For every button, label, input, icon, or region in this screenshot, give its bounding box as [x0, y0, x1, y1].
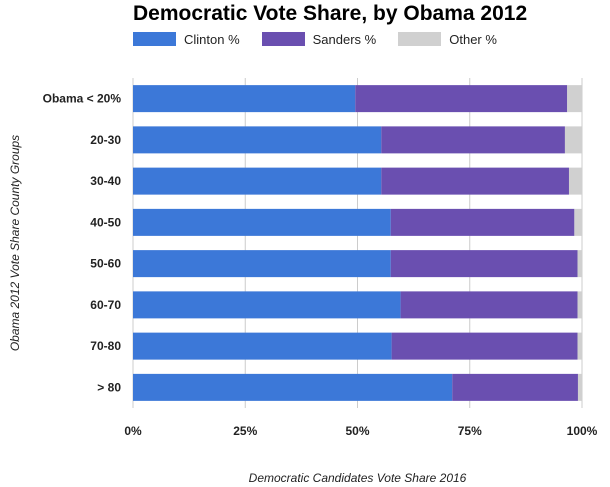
bar-segment: [577, 373, 582, 401]
x-tick-label: 0%: [124, 424, 142, 438]
chart-title: Democratic Vote Share, by Obama 2012: [133, 2, 528, 25]
bar-segment: [133, 85, 356, 113]
y-tick-label: > 80: [97, 380, 121, 394]
legend-swatch-other: [398, 32, 442, 46]
bar-segment: [133, 167, 382, 195]
bar-segment: [577, 332, 582, 360]
legend-label-clinton: Clinton %: [184, 31, 240, 47]
legend-item-sanders[interactable]: Sanders %: [261, 31, 377, 47]
x-tick-label: 50%: [345, 424, 369, 438]
bar-segment: [567, 85, 582, 113]
y-tick-label: 50-60: [90, 257, 121, 271]
bar-segment: [381, 126, 565, 154]
bar-segment: [390, 250, 578, 278]
legend-swatch-sanders: [261, 32, 305, 46]
bar-segment: [577, 250, 582, 278]
legend-label-other: Other %: [449, 31, 497, 47]
bar-segment: [390, 208, 575, 236]
y-tick-label: 60-70: [90, 298, 121, 312]
bar-segment: [355, 85, 568, 113]
bar-segment: [577, 291, 582, 319]
legend-swatch-clinton: [133, 32, 176, 46]
legend: Clinton % Sanders % Other %: [133, 31, 519, 47]
y-tick-label: 20-30: [90, 133, 121, 147]
bar-segment: [452, 373, 578, 401]
x-tick-label: 75%: [458, 424, 482, 438]
bar-segment: [133, 250, 391, 278]
legend-item-other[interactable]: Other %: [398, 32, 497, 47]
x-tick-label: 100%: [567, 424, 598, 438]
legend-label-sanders: Sanders %: [312, 31, 377, 47]
bar-segment: [568, 167, 582, 195]
bar-segment: [381, 167, 569, 195]
legend-item-clinton[interactable]: Clinton %: [133, 32, 240, 47]
bar-segment: [133, 208, 391, 236]
bar-segment: [133, 332, 392, 360]
bar-segment: [133, 373, 453, 401]
bar-segment: [574, 208, 582, 236]
bar-segment: [400, 291, 578, 319]
x-tick-label: 25%: [233, 424, 257, 438]
x-axis-title: Democratic Candidates Vote Share 2016: [249, 471, 467, 485]
y-axis-title: Obama 2012 Vote Share County Groups: [8, 135, 22, 351]
bar-segment: [133, 126, 382, 154]
y-tick-label: 40-50: [90, 215, 121, 229]
y-tick-label: 70-80: [90, 339, 121, 353]
bar-segment: [391, 332, 578, 360]
y-tick-label: Obama < 20%: [43, 92, 122, 106]
bar-segment: [564, 126, 582, 154]
y-tick-label: 30-40: [90, 174, 121, 188]
bar-segment: [133, 291, 401, 319]
